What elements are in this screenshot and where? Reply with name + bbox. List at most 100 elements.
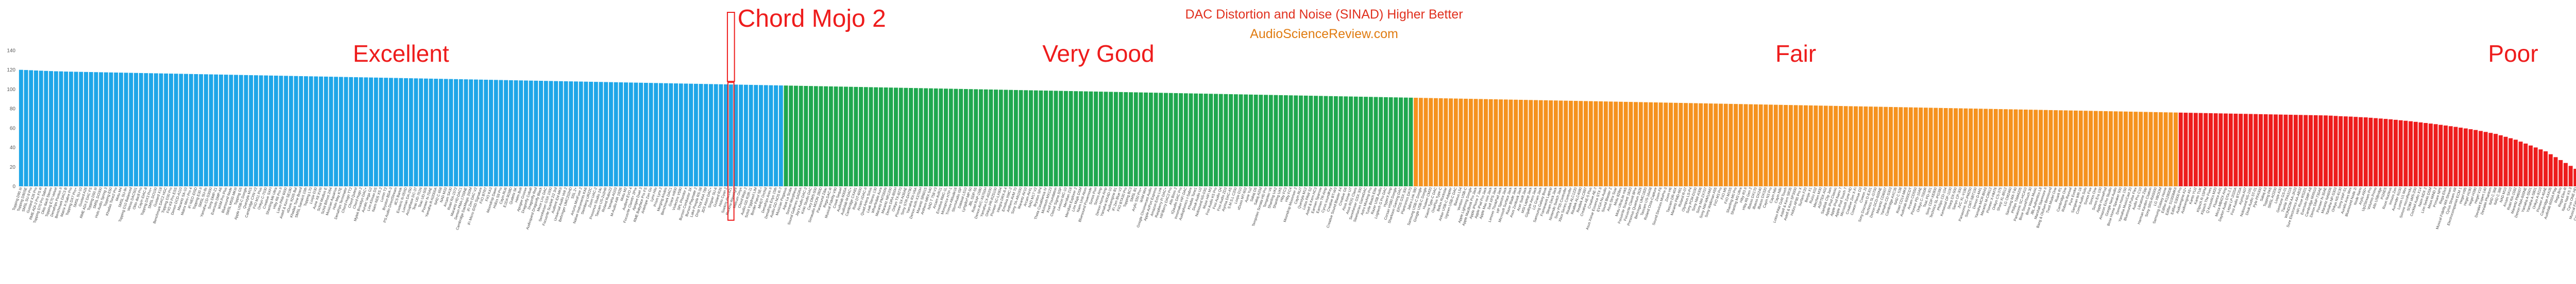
bar xyxy=(2058,110,2063,186)
bar xyxy=(388,78,393,186)
bar xyxy=(284,76,289,186)
bar xyxy=(184,74,189,186)
bar xyxy=(199,74,204,186)
bar xyxy=(1834,105,1838,186)
bar xyxy=(174,74,178,186)
bar xyxy=(129,73,133,186)
bar xyxy=(1359,96,1363,186)
bar xyxy=(1028,90,1033,186)
bar xyxy=(1814,105,1818,186)
bar xyxy=(1048,91,1053,186)
bar xyxy=(2523,144,2528,186)
bar xyxy=(2409,121,2413,186)
bar xyxy=(1074,91,1078,186)
bar xyxy=(549,81,553,186)
bar xyxy=(1778,104,1783,186)
bar xyxy=(2133,112,2138,186)
bar xyxy=(1669,102,1673,186)
bar xyxy=(904,87,908,186)
bar xyxy=(2128,111,2133,186)
bar xyxy=(1893,107,1898,186)
y-tick-label: 0 xyxy=(12,184,15,190)
bar xyxy=(1658,102,1663,186)
bar xyxy=(1978,109,1983,186)
bar xyxy=(1938,108,1943,186)
bar xyxy=(1253,94,1258,186)
bar xyxy=(1858,106,1863,186)
bar xyxy=(1568,100,1573,186)
bar xyxy=(1374,97,1378,186)
bar xyxy=(2293,115,2298,186)
bar xyxy=(1353,96,1358,186)
bar xyxy=(1268,95,1273,186)
bar xyxy=(869,87,873,186)
bar xyxy=(843,86,848,186)
bar xyxy=(1189,93,1193,186)
bar xyxy=(314,76,318,186)
bar xyxy=(438,79,443,186)
bar xyxy=(1483,99,1488,186)
bar xyxy=(2204,113,2208,186)
zone-label: Very Good xyxy=(1042,40,1154,67)
bar xyxy=(2533,147,2538,186)
bar xyxy=(1863,106,1868,186)
bar xyxy=(984,89,988,186)
bar xyxy=(1553,100,1558,186)
bar xyxy=(1298,95,1303,186)
bar xyxy=(1224,94,1228,186)
bar xyxy=(423,78,428,186)
bar xyxy=(488,80,493,186)
bar xyxy=(2054,110,2058,186)
bar xyxy=(954,88,958,186)
bar xyxy=(948,88,953,186)
bar xyxy=(758,85,763,186)
bar xyxy=(1638,102,1643,186)
bar xyxy=(2253,114,2258,186)
bar xyxy=(789,85,793,186)
bar xyxy=(769,85,773,186)
bar xyxy=(168,74,173,186)
bar xyxy=(1213,94,1218,186)
bar xyxy=(1383,97,1388,186)
bar xyxy=(1843,106,1848,186)
bar xyxy=(2374,118,2378,186)
bar xyxy=(1803,105,1808,186)
bar xyxy=(1283,95,1288,186)
bar xyxy=(1318,96,1323,186)
bar xyxy=(134,73,139,186)
bar xyxy=(179,74,183,186)
bar xyxy=(2398,120,2403,186)
bar xyxy=(2433,124,2438,186)
bar xyxy=(1118,92,1123,186)
bar xyxy=(79,72,83,186)
bar xyxy=(1723,103,1728,186)
bar xyxy=(2528,145,2533,186)
bar xyxy=(2463,128,2468,186)
bar xyxy=(253,75,258,186)
bar xyxy=(2388,119,2393,186)
bar xyxy=(2368,117,2373,186)
bar xyxy=(623,82,628,186)
bar xyxy=(2043,110,2048,186)
bar xyxy=(1259,95,1263,186)
bar xyxy=(1348,96,1353,186)
bar xyxy=(2468,129,2473,186)
bar xyxy=(354,77,358,186)
bar xyxy=(399,78,403,186)
bar xyxy=(2233,113,2238,186)
bar xyxy=(529,80,533,186)
bar xyxy=(2509,138,2513,186)
bar xyxy=(2283,114,2288,186)
bar xyxy=(1174,93,1178,186)
bar xyxy=(573,81,578,186)
y-tick-label: 100 xyxy=(7,87,15,93)
bar xyxy=(2008,109,2013,186)
bar xyxy=(639,82,643,186)
bar xyxy=(1518,99,1523,186)
bar xyxy=(1954,108,1958,186)
bar xyxy=(519,80,523,186)
bar xyxy=(1923,108,1928,186)
bar xyxy=(614,82,618,186)
bar xyxy=(324,76,328,186)
